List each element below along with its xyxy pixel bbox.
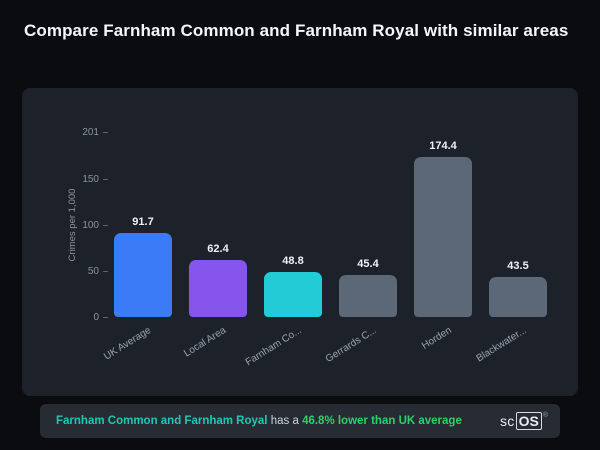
y-axis-tick: 201: [82, 127, 108, 138]
bar-rect[interactable]: [339, 275, 397, 317]
logo-os-text: OS: [515, 412, 542, 430]
bar-value-label: 174.4: [429, 139, 457, 152]
bar-value-label: 43.5: [507, 260, 529, 272]
bar-rect[interactable]: [189, 259, 247, 317]
bar-farnham-co[interactable]: 48.8 Farnham Co...: [243, 255, 322, 368]
bar-horden[interactable]: 174.4 Horden: [414, 139, 472, 352]
y-axis-ticks: 0 50 100 150 201: [68, 127, 108, 323]
summary-stat: 46.8% lower than UK average: [302, 415, 462, 427]
page-title: Compare Farnham Common and Farnham Royal…: [24, 21, 569, 40]
bar-value-label: 62.4: [207, 242, 229, 255]
y-axis-tick: 100: [82, 220, 108, 231]
x-axis-tick-label: Local Area: [182, 325, 229, 360]
x-axis-tick-label: Farnham Co...: [243, 325, 304, 369]
plot-area: 91.7 UK Average 62.4 Local Area 48.8 Farnham …: [103, 132, 554, 368]
bar-value-label: 45.4: [357, 258, 379, 271]
bar-rect[interactable]: [489, 277, 547, 317]
bar-blackwater[interactable]: 43.5 Blackwater...: [475, 260, 547, 364]
bar-value-label: 48.8: [282, 255, 304, 268]
y-axis-tick: 150: [82, 174, 108, 185]
x-axis-tick-label: Gerrards C...: [323, 325, 379, 365]
registered-mark-icon: ®: [542, 412, 548, 419]
logo-sc-text: sc: [499, 413, 515, 429]
bar-rect[interactable]: [414, 156, 472, 317]
y-axis-tick: 0: [93, 312, 108, 323]
bar-local-area[interactable]: 62.4 Local Area: [183, 242, 247, 359]
x-axis-tick-label: Blackwater...: [474, 325, 529, 365]
y-axis-tick: 50: [88, 266, 108, 277]
bar-value-label: 91.7: [132, 215, 154, 228]
bar-gerrards-c[interactable]: 45.4 Gerrards C...: [324, 258, 397, 365]
bar-uk-average[interactable]: 91.7 UK Average: [103, 215, 172, 363]
summary-text: Farnham Common and Farnham Royal has a 4…: [56, 415, 462, 427]
bar-chart: Crimes per 1,000 0 50 100 150 201 91.7 UK Ave…: [67, 127, 554, 368]
chart-card: Crimes per 1,000 0 50 100 150 201 91.7 UK Ave…: [22, 88, 578, 396]
x-axis-tick-label: UK Average: [102, 325, 154, 363]
summary-highlight: Farnham Common and Farnham Royal: [56, 415, 268, 427]
bar-rect[interactable]: [264, 272, 322, 317]
bar-rect[interactable]: [114, 232, 172, 317]
scos-logo: sc OS ®: [500, 412, 548, 430]
summary-bar: Farnham Common and Farnham Royal has a 4…: [40, 404, 560, 438]
x-axis-tick-label: Horden: [419, 325, 454, 352]
summary-middle: has a: [270, 415, 299, 427]
